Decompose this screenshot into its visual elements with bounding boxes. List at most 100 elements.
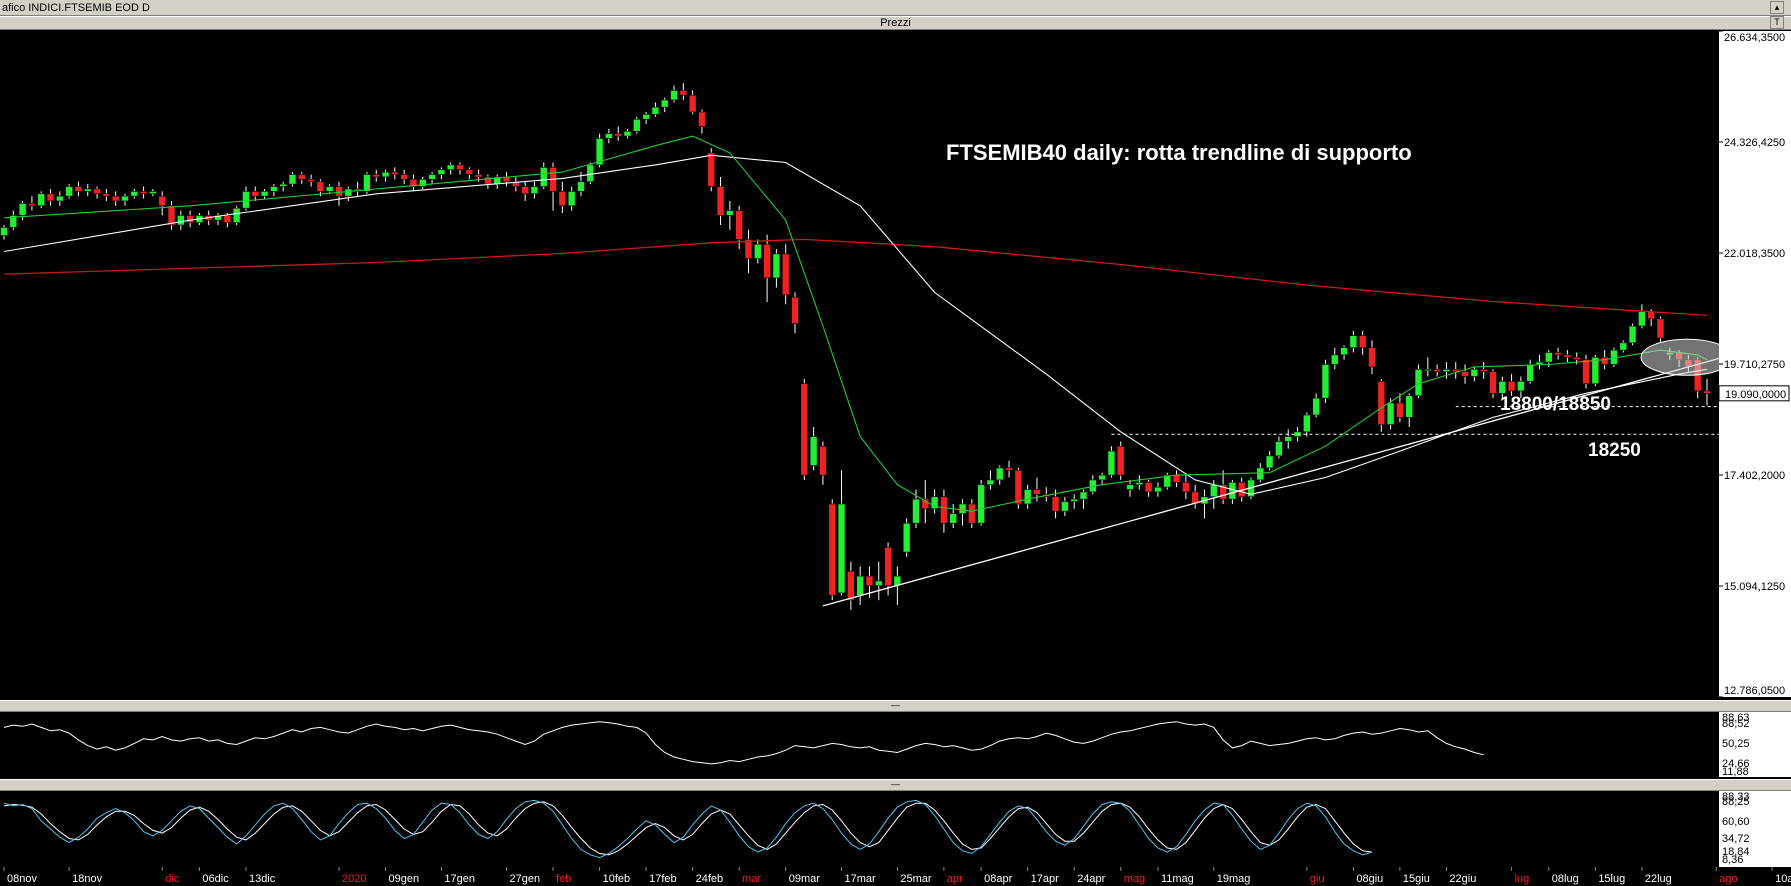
candle-body: [251, 191, 260, 197]
oscillator-tick-label: 11,88: [1722, 766, 1749, 778]
oscillator-tick-label: 24,66: [1722, 758, 1750, 770]
oscillator-panel-divider[interactable]: —: [0, 700, 1791, 712]
date-tick-label: 18nov: [72, 873, 102, 885]
candle-body: [297, 174, 306, 180]
date-tick-label: 09mar: [789, 873, 821, 885]
last-price-label: 19.090,0000: [1725, 389, 1786, 401]
oscillator-panel[interactable]: [3, 721, 1484, 765]
candle-body: [400, 174, 408, 180]
candle-body: [726, 210, 734, 216]
candle-body: [1638, 311, 1646, 327]
candle-body: [1172, 474, 1181, 483]
stochastic-k-line: [3, 799, 1373, 859]
candle-body: [577, 181, 585, 192]
candle-body: [1340, 347, 1348, 356]
candle-body: [1507, 381, 1516, 392]
candle-body: [707, 152, 716, 187]
candle-body: [1349, 335, 1358, 348]
candle-body: [1312, 397, 1320, 416]
candle-body: [418, 179, 427, 187]
candle-body: [874, 580, 883, 587]
candle-body: [1433, 368, 1441, 373]
candle-body: [986, 479, 995, 486]
date-tick-label: apr: [947, 873, 963, 885]
candle-body: [1377, 381, 1386, 425]
candle-body: [1023, 489, 1032, 505]
candle-body: [167, 205, 176, 226]
price-tick-label: 19.710,2750: [1724, 359, 1785, 371]
candle-body: [214, 215, 222, 221]
candle-body: [958, 503, 967, 514]
candle-body: [1303, 414, 1311, 433]
candle-body: [139, 191, 148, 195]
date-tick-label: 11mag: [1161, 873, 1194, 885]
candle-body: [1284, 436, 1293, 442]
candle-body: [307, 179, 315, 183]
candle-body: [837, 503, 846, 594]
candle-body: [1368, 347, 1376, 368]
candle-body: [865, 575, 874, 587]
candle-body: [102, 193, 111, 197]
date-tick-label: 09gen: [389, 873, 420, 885]
candle-body: [465, 169, 474, 175]
stochastic-tick-label: 88,25: [1722, 796, 1750, 808]
date-tick-label: 08nov: [7, 873, 37, 885]
candle-body: [912, 498, 920, 524]
candle-body: [428, 174, 436, 180]
window-title: afico INDICI.FTSEMIB EOD D: [2, 2, 150, 14]
text-tool-icon[interactable]: T: [1770, 16, 1784, 29]
candle-body: [1116, 445, 1125, 476]
candle-body: [949, 513, 958, 524]
date-tick-label: 17apr: [1031, 873, 1059, 885]
date-tick-label: 08giu: [1356, 873, 1383, 885]
candle-body: [130, 191, 139, 197]
support-trendline: [822, 343, 1773, 607]
candle-body: [1191, 491, 1199, 505]
candle-body: [1424, 368, 1432, 372]
candle-body: [335, 186, 343, 197]
window-titlebar: afico INDICI.FTSEMIB EOD D: [0, 0, 1791, 16]
candle-body: [381, 171, 390, 178]
scroll-up-icon[interactable]: ▴: [1770, 1, 1784, 14]
stochastic-panel-divider[interactable]: —: [0, 779, 1791, 791]
candle-body: [1572, 356, 1581, 360]
candle-body: [1703, 390, 1711, 394]
candle-body: [1154, 486, 1162, 493]
candle-body: [325, 186, 334, 192]
date-tick-label: lug: [1515, 873, 1530, 885]
candle-body: [1321, 364, 1330, 399]
candle-body: [74, 186, 83, 192]
candle-body: [37, 193, 46, 207]
candle-body: [1051, 496, 1060, 512]
candle-body: [1405, 395, 1414, 418]
candle-body: [567, 191, 576, 207]
candle-body: [856, 575, 864, 596]
candle-body: [1033, 489, 1041, 495]
candle-body: [679, 90, 688, 96]
date-tick-label: 24apr: [1077, 873, 1105, 885]
candle-body: [968, 503, 976, 524]
candle-body: [1647, 311, 1655, 320]
candle-body: [521, 186, 529, 195]
stochastic-panel[interactable]: [3, 799, 1373, 859]
candle-body: [83, 188, 92, 192]
annotation-18800-18850: 18800/18850: [1500, 394, 1611, 415]
candle-body: [1256, 467, 1265, 481]
sma-mid-line: [3, 154, 1708, 495]
price-panel-header: Prezzi: [0, 16, 1791, 30]
price-panel[interactable]: [0, 83, 1773, 610]
candle-body: [446, 164, 455, 171]
stochastic-tick-label: 88,33: [1722, 791, 1750, 803]
stochastic-tick-label: 60,60: [1722, 816, 1750, 828]
candle-body: [1544, 352, 1553, 363]
oscillator-tick-label: 88,63: [1722, 712, 1750, 724]
candle-body: [670, 90, 678, 101]
date-tick-label: 13dic: [249, 873, 276, 885]
price-tick-label: 15.094,1250: [1724, 581, 1785, 593]
candle-body: [940, 496, 948, 524]
candle-body: [651, 106, 660, 115]
candle-body: [800, 383, 809, 476]
chart-title: FTSEMIB40 daily: rotta trendline di supp…: [946, 140, 1412, 165]
candle-body: [744, 239, 753, 259]
